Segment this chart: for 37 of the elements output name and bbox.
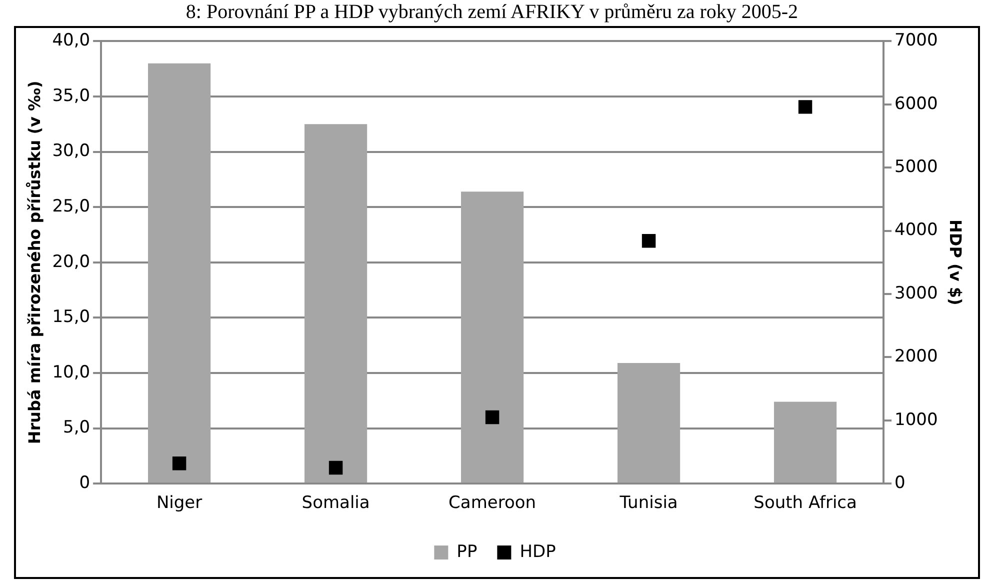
point bbox=[328, 460, 343, 475]
y-tick-label: 35,0 bbox=[52, 86, 90, 106]
point bbox=[485, 410, 500, 424]
y2-tick-label: 0 bbox=[894, 473, 906, 494]
y2-tick-label: 6000 bbox=[894, 94, 938, 114]
legend-label: PP bbox=[456, 542, 478, 562]
y2-tick-label: 1000 bbox=[894, 410, 938, 430]
y2-axis-title: HDP (v $) bbox=[946, 220, 966, 306]
point bbox=[642, 234, 656, 248]
x-tick-label: Niger bbox=[156, 493, 202, 514]
y-tick-label: 15,0 bbox=[52, 307, 90, 328]
y2-tick-label: 7000 bbox=[894, 30, 938, 51]
legend-label: HDP bbox=[520, 542, 556, 562]
y-tick-label: 5,0 bbox=[63, 418, 90, 438]
x-tick-label: Somalia bbox=[302, 493, 370, 514]
x-tick-label: Cameroon bbox=[448, 493, 536, 514]
x-tick-label: Tunisia bbox=[618, 493, 678, 514]
bar bbox=[304, 124, 368, 483]
point bbox=[798, 100, 812, 114]
y2-tick-label: 2000 bbox=[894, 346, 938, 367]
y2-tick-label: 4000 bbox=[894, 220, 938, 240]
point bbox=[172, 456, 186, 470]
bar bbox=[460, 192, 524, 483]
y2-tick-label: 3000 bbox=[894, 283, 938, 304]
y-tick-label: 0 bbox=[79, 473, 90, 494]
y-tick-label: 30,0 bbox=[52, 141, 90, 162]
y-tick-label: 25,0 bbox=[52, 196, 90, 217]
x-tick-label: South Africa bbox=[754, 493, 857, 514]
y-axis-title: Hrubá míra přirozeného přírůstku (v ‰) bbox=[24, 80, 44, 444]
bar bbox=[774, 402, 837, 483]
y2-tick-label: 5000 bbox=[894, 157, 938, 178]
y-tick-label: 40,0 bbox=[52, 30, 90, 51]
bar bbox=[148, 63, 211, 483]
y-tick-label: 20,0 bbox=[52, 252, 90, 272]
bar bbox=[617, 363, 680, 483]
y-tick-label: 10,0 bbox=[52, 362, 90, 382]
chart-title: 8: Porovnání PP a HDP vybraných zemí AFRIKY v průměru za roky 2005-2 bbox=[184, 0, 800, 24]
